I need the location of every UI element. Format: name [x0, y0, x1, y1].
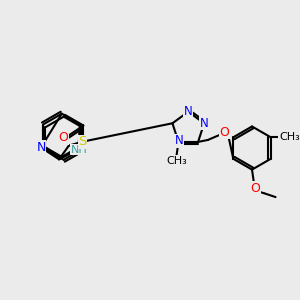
- Text: N: N: [175, 134, 184, 147]
- Text: O: O: [250, 182, 260, 195]
- Text: S: S: [78, 135, 87, 148]
- Text: CH₃: CH₃: [279, 132, 300, 142]
- Text: O: O: [220, 126, 230, 139]
- Text: N: N: [184, 105, 193, 118]
- Text: O: O: [58, 131, 68, 145]
- Text: N: N: [200, 117, 208, 130]
- Text: N: N: [175, 134, 184, 147]
- Text: N: N: [36, 141, 46, 154]
- Text: NH: NH: [71, 145, 88, 155]
- Text: CH₃: CH₃: [166, 155, 187, 166]
